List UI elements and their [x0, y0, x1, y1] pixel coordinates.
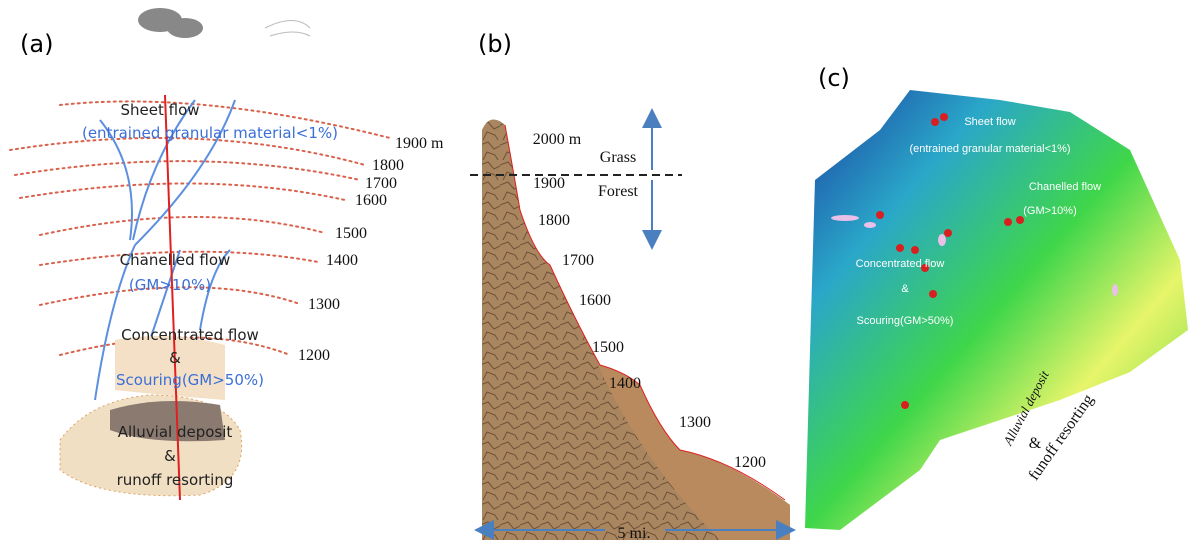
contour-label: 1300: [679, 414, 711, 431]
forest: Forest: [598, 183, 639, 200]
figure: (a) Sheet flow (entrained granular mater…: [0, 0, 1190, 542]
contour-label: 1300: [308, 296, 340, 313]
ampersand: &: [164, 447, 176, 465]
terrain: [805, 90, 1188, 530]
ampersand: &: [169, 349, 181, 367]
contour-label: 1900: [533, 175, 565, 192]
channelled-detail: (GM>10%): [129, 276, 211, 294]
panel-label: (c): [818, 64, 850, 92]
runoff: runoff resorting: [117, 471, 234, 489]
scouring: Scouring(GM>50%): [116, 371, 264, 389]
scour: [115, 336, 225, 400]
grass: Grass: [600, 149, 636, 166]
contour-label: 1700: [365, 175, 397, 192]
sheet-detail: (entrained granular material<1%): [82, 124, 338, 142]
channelled-flow: Chanelled flow: [120, 251, 231, 269]
sheet-detail: (entrained granular material<1%): [909, 143, 1070, 155]
panel-a: (a) Sheet flow (entrained granular mater…: [10, 8, 444, 500]
top-elevation: 2000 m: [533, 131, 582, 148]
contour-label: 1700: [562, 252, 594, 269]
contour-label: 1800: [538, 212, 570, 229]
contour-label: 1500: [335, 225, 367, 242]
panel-label: (a): [20, 30, 53, 58]
panel-label: (b): [478, 30, 512, 58]
contour-label: 1500: [592, 339, 624, 356]
cloud: [138, 8, 203, 38]
contour-label: 1400: [609, 375, 641, 392]
contour-label: 1600: [579, 292, 611, 309]
panel-c: (c) Sheet flow (entrained granular mater…: [805, 64, 1188, 530]
contour-label: 1200: [734, 454, 766, 471]
panel-b: (b) 2000 m Grass Forest 5 mi. 1900 1800 17…: [470, 30, 790, 542]
ampersand: &: [1029, 435, 1042, 452]
wind: [265, 21, 310, 37]
contour-label: 1900 m: [395, 135, 444, 152]
channelled-detail: (GM>10%): [1023, 205, 1077, 217]
ampersand: &: [901, 283, 909, 295]
channelled-flow: Chanelled flow: [1029, 181, 1101, 193]
sheet-flow: Sheet flow: [964, 116, 1015, 128]
contour-label: 1600: [355, 192, 387, 209]
sheet-flow: Sheet flow: [120, 101, 199, 119]
distance: 5 mi.: [618, 525, 651, 542]
concentrated-flow: Concentrated flow: [856, 258, 945, 270]
alluvial: Alluvial deposit: [118, 423, 233, 441]
contour-label: 1400: [326, 252, 358, 269]
scouring: Scouring(GM>50%): [857, 315, 954, 327]
contour-label: 1200: [298, 347, 330, 364]
contour-label: 1800: [372, 157, 404, 174]
concentrated-flow: Concentrated flow: [121, 326, 259, 344]
